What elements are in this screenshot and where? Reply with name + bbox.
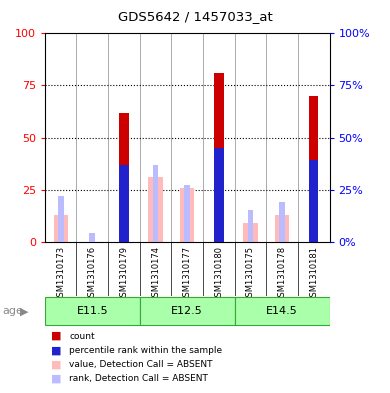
Text: ■: ■ (51, 331, 61, 341)
Text: GSM1310179: GSM1310179 (119, 246, 128, 302)
Text: GSM1310173: GSM1310173 (56, 246, 65, 302)
Bar (53, 215, 68, 242)
Text: E14.5: E14.5 (266, 306, 298, 316)
Text: E12.5: E12.5 (171, 306, 203, 316)
Bar (119, 112, 129, 242)
Text: GDS5642 / 1457033_at: GDS5642 / 1457033_at (118, 10, 272, 23)
Text: ■: ■ (51, 359, 61, 369)
Text: ▶: ▶ (20, 306, 29, 316)
Bar (180, 187, 194, 242)
Text: count: count (69, 332, 95, 340)
Text: GSM1310175: GSM1310175 (246, 246, 255, 302)
Text: GSM1310176: GSM1310176 (88, 246, 97, 302)
Bar (309, 96, 319, 242)
Bar (119, 165, 129, 242)
Text: age: age (2, 306, 23, 316)
Bar (149, 177, 163, 242)
Bar (89, 233, 95, 242)
Bar (140, 297, 235, 325)
Text: GSM1310174: GSM1310174 (151, 246, 160, 302)
Bar (243, 223, 257, 242)
Bar (45, 297, 140, 325)
Text: ■: ■ (51, 345, 61, 355)
Text: ■: ■ (51, 373, 61, 384)
Bar (275, 215, 289, 242)
Text: GSM1310177: GSM1310177 (183, 246, 192, 302)
Bar (214, 73, 223, 242)
Bar (58, 196, 64, 242)
Text: E11.5: E11.5 (76, 306, 108, 316)
Bar (153, 165, 158, 242)
Text: GSM1310181: GSM1310181 (309, 246, 318, 302)
Bar (184, 185, 190, 242)
Text: value, Detection Call = ABSENT: value, Detection Call = ABSENT (69, 360, 213, 369)
Bar (214, 148, 223, 242)
Text: rank, Detection Call = ABSENT: rank, Detection Call = ABSENT (69, 374, 208, 383)
Bar (248, 210, 254, 242)
Bar (235, 297, 330, 325)
Text: percentile rank within the sample: percentile rank within the sample (69, 346, 223, 354)
Text: GSM1310178: GSM1310178 (278, 246, 287, 302)
Bar (309, 160, 319, 242)
Text: GSM1310180: GSM1310180 (215, 246, 223, 302)
Bar (279, 202, 285, 242)
